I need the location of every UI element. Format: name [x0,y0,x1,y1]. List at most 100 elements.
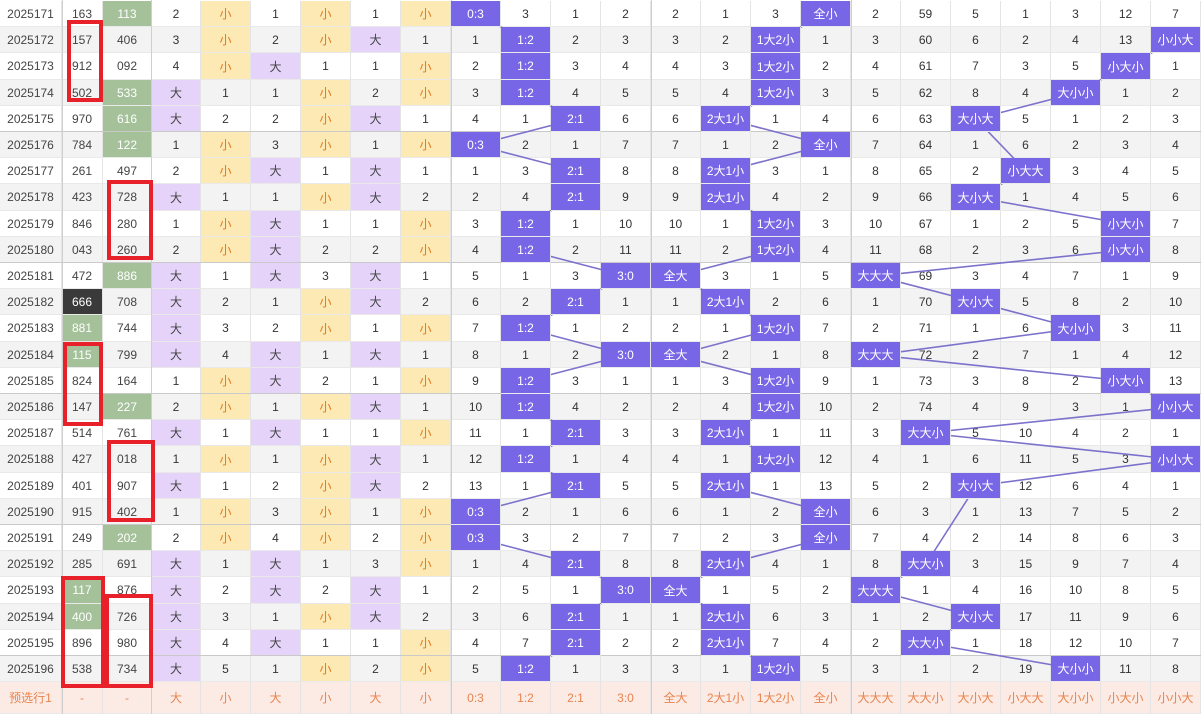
stat-cell: 1 [701,499,751,525]
stat-cell: 1 [1101,80,1151,106]
hit-cell: 全大 [651,342,701,368]
stat-cell: 3 [1051,158,1101,184]
stat-cell: 5 [951,420,1001,446]
stat-cell: 5 [651,473,701,499]
stat-cell: 3 [751,158,801,184]
stat-cell: 10 [1101,630,1151,656]
stat-cell: 2 [651,1,701,27]
stat-cell: 69 [901,263,951,289]
stat-cell: 5 [1001,289,1051,315]
preselect-option[interactable]: 小大大 [1001,682,1051,714]
stat-cell: 1 [1051,342,1101,368]
stat-cell: 7 [1101,551,1151,577]
stat-cell: 2 [601,630,651,656]
preselect-option[interactable]: 小小大 [1151,682,1201,714]
stat-cell: 1 [1151,420,1201,446]
preselect-option[interactable]: 2:1 [551,682,601,714]
stat-cell: 9 [1101,604,1151,630]
preselect-option[interactable]: 0:3 [451,682,501,714]
stat-cell: 小 [401,499,451,525]
stat-cell: 1 [351,368,401,394]
preselect-option[interactable]: 小大小 [1101,682,1151,714]
stat-cell: 1 [251,184,301,211]
hit-cell: 大大大 [851,577,901,604]
stat-cell: 1 [701,315,751,342]
stat-cell: 1 [551,315,601,342]
stat-cell: 6 [1051,473,1101,499]
prev-draw-number: 249 [62,525,103,551]
preselect-option[interactable]: 小 [301,682,351,714]
stat-cell: 小 [201,158,251,184]
preselect-option[interactable]: 小 [401,682,451,714]
stat-cell: 5 [851,473,901,499]
stat-cell: 1 [601,368,651,394]
preselect-option[interactable]: 大小大 [951,682,1001,714]
stat-cell: 1 [551,211,601,237]
group-separator [0,524,1201,525]
stat-cell: 1 [501,420,551,446]
stat-cell: 大 [351,106,401,132]
stat-cell: 3 [251,132,301,158]
draw-number: 726 [103,604,152,630]
preselect-option[interactable]: 大 [152,682,201,714]
stat-cell: 8 [651,158,701,184]
draw-number: 533 [103,80,152,106]
stat-cell: 小 [401,656,451,682]
stat-cell: 小 [201,499,251,525]
draw-number: 113 [103,1,152,27]
stat-cell: 2 [751,132,801,158]
stat-cell: 大 [251,158,301,184]
stat-cell: 59 [901,1,951,27]
preselect-option[interactable]: 3:0 [601,682,651,714]
stat-cell: 3 [152,27,201,53]
stat-cell: 2 [701,342,751,368]
stat-cell: 5 [1101,184,1151,211]
stat-cell: 4 [651,446,701,473]
stat-cell: 10 [1151,289,1201,315]
stat-cell: 4 [451,630,501,656]
preselect-option[interactable]: 1大2小 [751,682,801,714]
stat-cell: 4 [1051,420,1101,446]
stat-cell: 10 [801,394,851,420]
hit-cell: 1:2 [501,237,551,263]
stat-cell: 3 [451,80,501,106]
preselect-option[interactable]: 全小 [801,682,851,714]
stat-cell: 7 [451,315,501,342]
preselect-option[interactable]: 2大1小 [701,682,751,714]
stat-cell: 2 [551,27,601,53]
hit-cell: 2:1 [551,630,601,656]
stat-cell: 4 [901,525,951,551]
preselect-option[interactable]: 大小小 [1051,682,1101,714]
stat-cell: 小 [301,106,351,132]
group-separator [0,393,1201,394]
hit-cell: 小大小 [1101,211,1151,237]
stat-cell: 小 [201,368,251,394]
stat-cell: 2 [501,132,551,158]
stat-cell: 小 [301,289,351,315]
stat-cell: 1 [1001,1,1051,27]
preselect-option[interactable]: 1:2 [501,682,551,714]
stat-cell: 4 [551,394,601,420]
prev-draw-number: 427 [62,446,103,473]
preselect-option[interactable]: 大大大 [851,682,901,714]
stat-cell: 3 [1051,1,1101,27]
stat-cell: 大 [152,420,201,446]
stat-cell: 5 [951,1,1001,27]
preselect-option[interactable]: 全大 [651,682,701,714]
stat-cell: 2 [152,525,201,551]
preselect-option[interactable]: 大 [251,682,301,714]
preselect-option[interactable]: 大 [351,682,401,714]
stat-cell: 4 [451,106,501,132]
preselect-option[interactable]: 大大小 [901,682,951,714]
stat-cell: 19 [1001,656,1051,682]
stat-cell: 2 [201,289,251,315]
hit-cell: 大小大 [951,473,1001,499]
stat-cell: 2 [201,577,251,604]
stat-cell: 2 [401,604,451,630]
hit-cell: 0:3 [451,132,501,158]
stat-cell: 2 [501,499,551,525]
stat-cell: 10 [1001,420,1051,446]
hit-cell: 2大1小 [701,289,751,315]
stat-cell: 8 [651,551,701,577]
preselect-option[interactable]: 小 [201,682,251,714]
